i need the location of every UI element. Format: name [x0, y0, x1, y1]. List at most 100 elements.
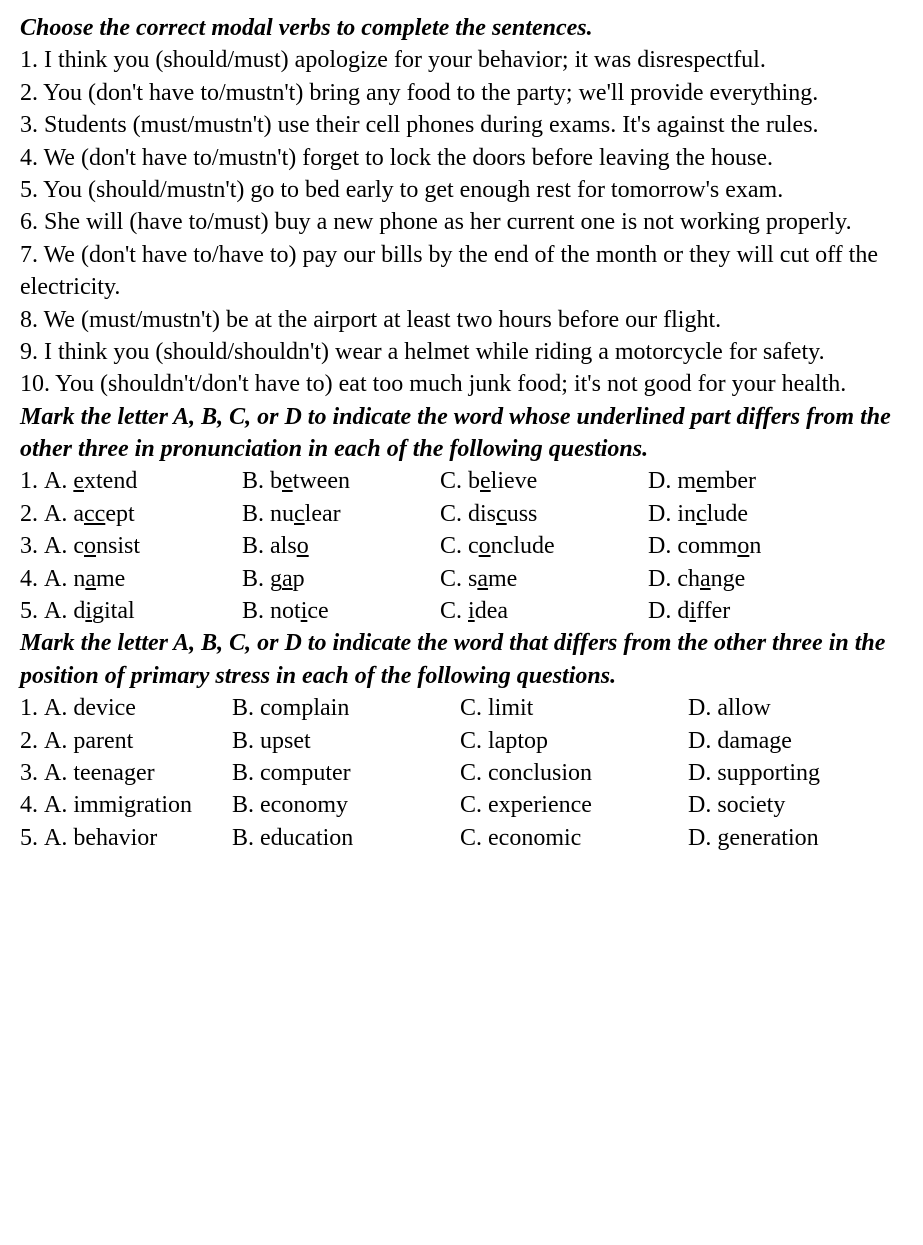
- option-underlined: a: [700, 566, 711, 592]
- option: A. immigration: [44, 789, 204, 821]
- option-underlined: o: [297, 533, 309, 559]
- option-pre: comm: [677, 533, 737, 559]
- section2-row: 1.A. extendB. betweenC. believeD. member: [20, 465, 903, 497]
- option-pre: als: [270, 533, 297, 559]
- option-pre: nu: [270, 501, 294, 527]
- option-underlined: i: [468, 598, 475, 624]
- option-label: C.: [440, 533, 468, 559]
- option-post: p: [293, 566, 305, 592]
- option-post: ept: [105, 501, 134, 527]
- section1-item: 3. Students (must/mustn't) use their cel…: [20, 109, 903, 141]
- option: B. education: [232, 822, 432, 854]
- section2-heading: Mark the letter A, B, C, or D to indicat…: [20, 401, 903, 466]
- option-label: B.: [242, 468, 270, 494]
- option-pre: ch: [677, 566, 700, 592]
- option-post: lear: [305, 501, 341, 527]
- option-post: nge: [711, 566, 746, 592]
- option-underlined: o: [737, 533, 749, 559]
- option-pre: g: [270, 566, 282, 592]
- option-pre: dis: [468, 501, 496, 527]
- row-number: 1.: [20, 465, 38, 497]
- row-number: 4.: [20, 563, 38, 595]
- option: C. limit: [460, 692, 660, 724]
- section1-item: 8. We (must/mustn't) be at the airport a…: [20, 304, 903, 336]
- option-underlined: e: [282, 468, 293, 494]
- option-underlined: c: [696, 501, 707, 527]
- option: A. name: [44, 563, 214, 595]
- option: B. nuclear: [242, 498, 412, 530]
- option-post: tween: [293, 468, 350, 494]
- option-label: B.: [242, 501, 270, 527]
- option: A. accept: [44, 498, 214, 530]
- option-label: D.: [648, 533, 677, 559]
- option-underlined: a: [477, 566, 488, 592]
- option-label: A.: [44, 566, 73, 592]
- option: A. teenager: [44, 757, 204, 789]
- option: C. economic: [460, 822, 660, 854]
- option-post: dea: [475, 598, 508, 624]
- option-underlined: c: [294, 501, 305, 527]
- option-post: ce: [307, 598, 328, 624]
- section3-heading: Mark the letter A, B, C, or D to indicat…: [20, 627, 903, 692]
- option-underlined: c: [496, 501, 507, 527]
- section1-item: 9. I think you (should/shouldn't) wear a…: [20, 336, 903, 368]
- option: D. member: [648, 465, 808, 497]
- option: B. upset: [232, 725, 432, 757]
- option-pre: in: [677, 501, 696, 527]
- option: A. device: [44, 692, 204, 724]
- section2-row: 5.A. digitalB. noticeC. ideaD. differ: [20, 595, 903, 627]
- option-label: B.: [242, 598, 270, 624]
- option-underlined: e: [73, 468, 84, 494]
- option-post: n: [749, 533, 761, 559]
- option-underlined: i: [85, 598, 92, 624]
- option: D. society: [688, 789, 868, 821]
- section1-item: 7. We (don't have to/have to) pay our bi…: [20, 239, 903, 304]
- section1-item: 2. You (don't have to/mustn't) bring any…: [20, 77, 903, 109]
- option: C. experience: [460, 789, 660, 821]
- option-label: D.: [648, 598, 677, 624]
- option: B. gap: [242, 563, 412, 595]
- option-post: nclude: [491, 533, 555, 559]
- option: D. supporting: [688, 757, 868, 789]
- option-pre: n: [73, 566, 85, 592]
- option-underlined: e: [696, 468, 707, 494]
- section1-list: 1. I think you (should/must) apologize f…: [20, 44, 903, 400]
- row-number: 1.: [20, 692, 38, 724]
- section3-row: 3.A. teenagerB. computerC. conclusionD. …: [20, 757, 903, 789]
- option-post: me: [96, 566, 125, 592]
- option-post: gital: [92, 598, 135, 624]
- option: D. damage: [688, 725, 868, 757]
- option-label: C.: [440, 598, 468, 624]
- option-label: A.: [44, 501, 73, 527]
- option: B. also: [242, 530, 412, 562]
- option: C. laptop: [460, 725, 660, 757]
- option: A. consist: [44, 530, 214, 562]
- option-underlined: a: [85, 566, 96, 592]
- option: D. common: [648, 530, 808, 562]
- option: C. discuss: [440, 498, 620, 530]
- option-pre: c: [73, 533, 84, 559]
- option-pre: c: [468, 533, 479, 559]
- row-number: 2.: [20, 725, 38, 757]
- section1-item: 6. She will (have to/must) buy a new pho…: [20, 206, 903, 238]
- option: A. behavior: [44, 822, 204, 854]
- option: D. differ: [648, 595, 808, 627]
- section1-item: 5. You (should/mustn't) go to bed early …: [20, 174, 903, 206]
- section2-table: 1.A. extendB. betweenC. believeD. member…: [20, 465, 903, 627]
- option: D. include: [648, 498, 808, 530]
- option-pre: d: [73, 598, 85, 624]
- option-label: D.: [648, 566, 677, 592]
- option-underlined: o: [84, 533, 96, 559]
- option-label: B.: [242, 566, 270, 592]
- option-post: xtend: [84, 468, 137, 494]
- option: C. conclusion: [460, 757, 660, 789]
- option: A. extend: [44, 465, 214, 497]
- option-underlined: a: [282, 566, 293, 592]
- section2-row: 2.A. acceptB. nuclearC. discussD. includ…: [20, 498, 903, 530]
- option-pre: d: [677, 598, 689, 624]
- option-post: ffer: [696, 598, 730, 624]
- section1-heading: Choose the correct modal verbs to comple…: [20, 12, 903, 44]
- option: D. generation: [688, 822, 868, 854]
- option-pre: not: [270, 598, 301, 624]
- row-number: 5.: [20, 595, 38, 627]
